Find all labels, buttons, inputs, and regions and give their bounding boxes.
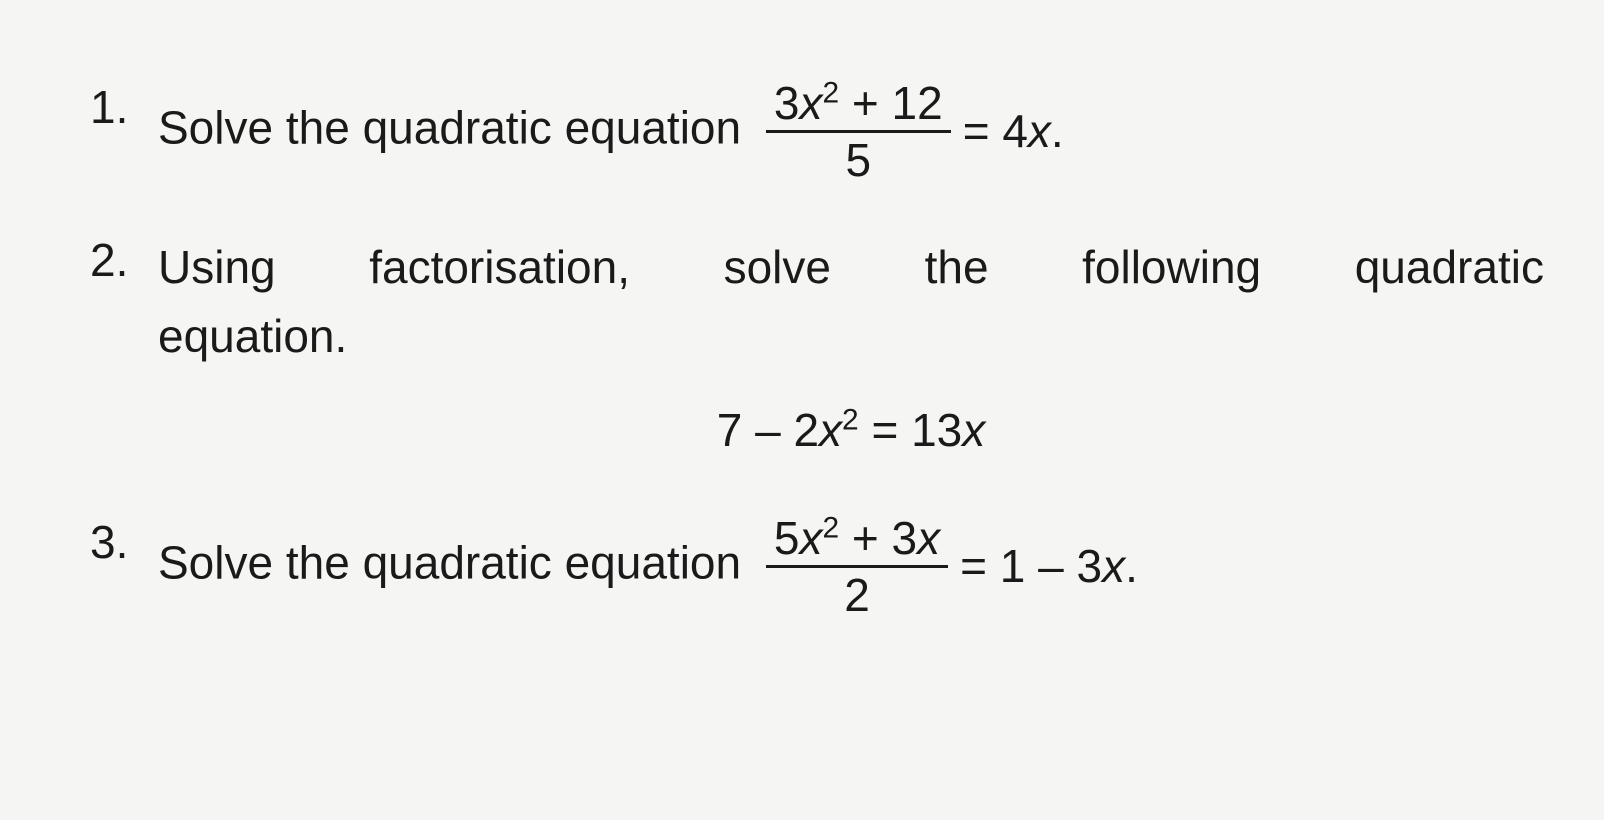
problem-3-rhs: = 1 – 3x. xyxy=(960,532,1138,601)
num-op: + 12 xyxy=(839,77,943,129)
num3-var2: x xyxy=(917,512,940,564)
rhs3-var: x xyxy=(1102,540,1125,592)
num-var: x xyxy=(799,77,822,129)
problem-3: 3. Solve the quadratic equation 5x2 + 3x… xyxy=(90,515,1544,618)
problem-1: 1. Solve the quadratic equation 3x2 + 12… xyxy=(90,80,1544,183)
problem-3-denominator: 2 xyxy=(836,568,878,618)
problem-3-numerator: 5x2 + 3x xyxy=(766,515,948,568)
problem-3-fraction: 5x2 + 3x 2 xyxy=(766,515,948,618)
num-exp: 2 xyxy=(822,77,839,110)
eq-mid: = 13 xyxy=(859,404,963,456)
problem-3-text: Solve the quadratic equation xyxy=(158,537,741,589)
problem-1-rhs: = 4x. xyxy=(963,97,1064,166)
problem-1-fraction: 3x2 + 12 5 xyxy=(766,80,951,183)
w2: solve xyxy=(724,233,831,302)
eq-var2: x xyxy=(962,404,985,456)
eq-var1: x xyxy=(819,404,842,456)
problem-1-number: 1. xyxy=(90,80,140,134)
problem-1-text: Solve the quadratic equation xyxy=(158,102,741,154)
problem-3-equation: 5x2 + 3x 2 = 1 – 3x. xyxy=(754,515,1138,618)
num3-exp: 2 xyxy=(822,512,839,545)
problem-2-body: Using factorisation, solve the following… xyxy=(158,233,1544,465)
period: . xyxy=(1051,105,1064,157)
w1: factorisation, xyxy=(369,233,630,302)
problem-2-equation: 7 – 2x2 = 13x xyxy=(158,396,1544,465)
problem-1-body: Solve the quadratic equation 3x2 + 12 5 … xyxy=(158,80,1544,183)
num-coef: 3 xyxy=(774,77,800,129)
problem-3-number: 3. xyxy=(90,515,140,569)
rhs-var: x xyxy=(1028,105,1051,157)
eq-sign: = 4 xyxy=(963,105,1028,157)
eq3-sign: = 1 – 3 xyxy=(960,540,1102,592)
problem-2: 2. Using factorisation, solve the follow… xyxy=(90,233,1544,465)
num3-op: + 3 xyxy=(839,512,917,564)
problem-1-denominator: 5 xyxy=(837,133,879,183)
w4: following xyxy=(1082,233,1261,302)
eq-exp: 2 xyxy=(842,404,859,437)
period3: . xyxy=(1125,540,1138,592)
problem-2-line1: Using factorisation, solve the following… xyxy=(158,233,1544,302)
problem-2-number: 2. xyxy=(90,233,140,287)
problem-1-numerator: 3x2 + 12 xyxy=(766,80,951,133)
problem-1-equation: 3x2 + 12 5 = 4x. xyxy=(754,80,1064,183)
num3-coef: 5 xyxy=(774,512,800,564)
problem-3-body: Solve the quadratic equation 5x2 + 3x 2 … xyxy=(158,515,1544,618)
problem-2-line2: equation. xyxy=(158,302,1544,371)
w5: quadratic xyxy=(1355,233,1544,302)
eq-a: 7 – 2 xyxy=(717,404,819,456)
w3: the xyxy=(925,233,989,302)
num3-var1: x xyxy=(799,512,822,564)
w0: Using xyxy=(158,233,276,302)
